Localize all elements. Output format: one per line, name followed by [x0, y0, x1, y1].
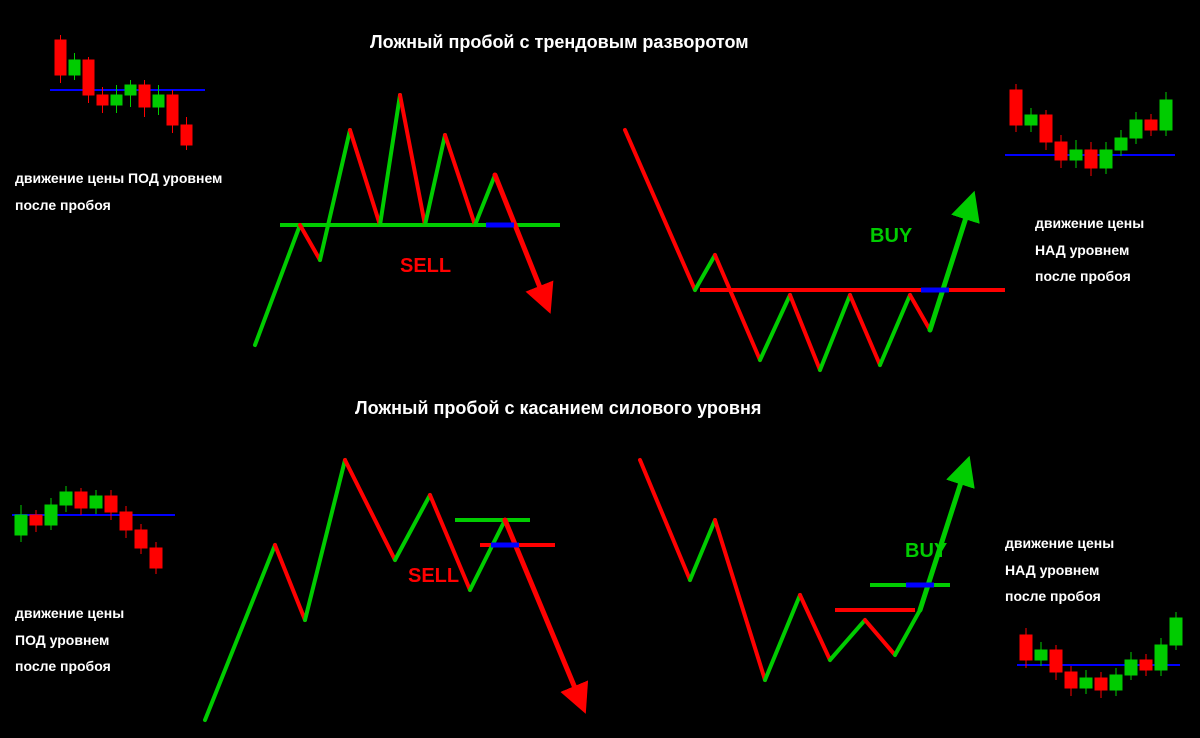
price-zigzag-segment	[205, 545, 275, 720]
price-zigzag-segment	[930, 205, 970, 330]
price-zigzag-segment	[800, 595, 830, 660]
caption-line: НАД уровнем	[1005, 557, 1114, 584]
candle-body	[1020, 635, 1032, 660]
caption-line: после пробоя	[15, 653, 124, 680]
title-bottom: Ложный пробой с касанием силового уровня	[355, 398, 761, 419]
price-zigzag-segment	[625, 130, 695, 290]
caption-top-left: движение цены ПОД уровнемпосле пробоя	[15, 165, 222, 218]
candle-body	[1110, 675, 1122, 690]
price-zigzag-segment	[275, 545, 305, 620]
candle-body	[55, 40, 66, 75]
price-zigzag-segment	[690, 520, 715, 580]
candle-body	[1155, 645, 1167, 670]
candle-body	[1040, 115, 1052, 142]
candle-body	[1145, 120, 1157, 130]
price-zigzag-segment	[715, 255, 760, 360]
candle-body	[1010, 90, 1022, 125]
candle-body	[1115, 138, 1127, 150]
candle-body	[1085, 150, 1097, 168]
candle-body	[45, 505, 57, 525]
caption-line: движение цены	[1035, 210, 1144, 237]
candle-body	[1095, 678, 1107, 690]
candle-body	[120, 512, 132, 530]
caption-line: ПОД уровнем	[15, 627, 124, 654]
candle-body	[1055, 142, 1067, 160]
caption-bottom-left: движение ценыПОД уровнемпосле пробоя	[15, 600, 124, 680]
caption-line: НАД уровнем	[1035, 237, 1144, 264]
candle-body	[1140, 660, 1152, 670]
price-zigzag-segment	[910, 295, 930, 330]
signal-sell-top: SELL	[400, 255, 451, 278]
candle-body	[105, 496, 117, 512]
candle-body	[1100, 150, 1112, 168]
price-zigzag-segment	[425, 135, 445, 225]
title-top: Ложный пробой с трендовым разворотом	[370, 32, 749, 53]
candle-body	[60, 492, 72, 505]
price-zigzag-segment	[760, 295, 790, 360]
candle-body	[97, 95, 108, 105]
candle-body	[69, 60, 80, 75]
price-zigzag-segment	[880, 295, 910, 365]
candle-body	[1080, 678, 1092, 688]
price-zigzag-segment	[895, 610, 920, 655]
candle-body	[75, 492, 87, 508]
candle-body	[150, 548, 162, 568]
price-zigzag-segment	[850, 295, 880, 365]
price-zigzag-segment	[865, 620, 895, 655]
price-zigzag-segment	[475, 175, 495, 225]
candle-body	[90, 496, 102, 508]
price-zigzag-segment	[380, 95, 400, 225]
price-zigzag-segment	[345, 460, 395, 560]
price-zigzag-segment	[790, 295, 820, 370]
price-zigzag-segment	[495, 175, 545, 300]
price-zigzag-segment	[715, 520, 765, 680]
signal-sell-bottom: SELL	[408, 565, 459, 588]
candle-body	[1160, 100, 1172, 130]
caption-line: после пробоя	[15, 192, 222, 219]
candle-body	[125, 85, 136, 95]
chart-svg	[0, 0, 1200, 738]
price-zigzag-segment	[300, 225, 320, 260]
candle-body	[1125, 660, 1137, 675]
price-zigzag-segment	[395, 495, 430, 560]
caption-line: движение цены	[15, 600, 124, 627]
price-zigzag-segment	[820, 295, 850, 370]
caption-line: после пробоя	[1035, 263, 1144, 290]
candle-body	[1050, 650, 1062, 672]
candle-body	[167, 95, 178, 125]
signal-buy-top: BUY	[870, 225, 912, 248]
candle-body	[139, 85, 150, 107]
candle-body	[153, 95, 164, 107]
caption-line: движение цены	[1005, 530, 1114, 557]
caption-top-right: движение ценыНАД уровнемпосле пробоя	[1035, 210, 1144, 290]
price-zigzag-segment	[305, 460, 345, 620]
candle-body	[135, 530, 147, 548]
price-zigzag-segment	[765, 595, 800, 680]
candle-body	[1025, 115, 1037, 125]
candle-body	[83, 60, 94, 95]
price-zigzag-segment	[400, 95, 425, 225]
candle-body	[1035, 650, 1047, 660]
candle-body	[181, 125, 192, 145]
price-zigzag-segment	[830, 620, 865, 660]
price-zigzag-segment	[695, 255, 715, 290]
candle-body	[111, 95, 122, 105]
candle-body	[1130, 120, 1142, 138]
price-zigzag-segment	[320, 130, 350, 260]
price-zigzag-segment	[255, 225, 300, 345]
caption-bottom-right: движение ценыНАД уровнемпосле пробоя	[1005, 530, 1114, 610]
caption-line: движение цены ПОД уровнем	[15, 165, 222, 192]
price-zigzag-segment	[445, 135, 475, 225]
candle-body	[15, 515, 27, 535]
price-zigzag-segment	[350, 130, 380, 225]
signal-buy-bottom: BUY	[905, 540, 947, 563]
candle-body	[1065, 672, 1077, 688]
price-zigzag-segment	[470, 520, 505, 590]
candle-body	[1070, 150, 1082, 160]
chart-canvas: Ложный пробой с трендовым разворотом Лож…	[0, 0, 1200, 738]
caption-line: после пробоя	[1005, 583, 1114, 610]
candle-body	[30, 515, 42, 525]
candle-body	[1170, 618, 1182, 645]
price-zigzag-segment	[640, 460, 690, 580]
